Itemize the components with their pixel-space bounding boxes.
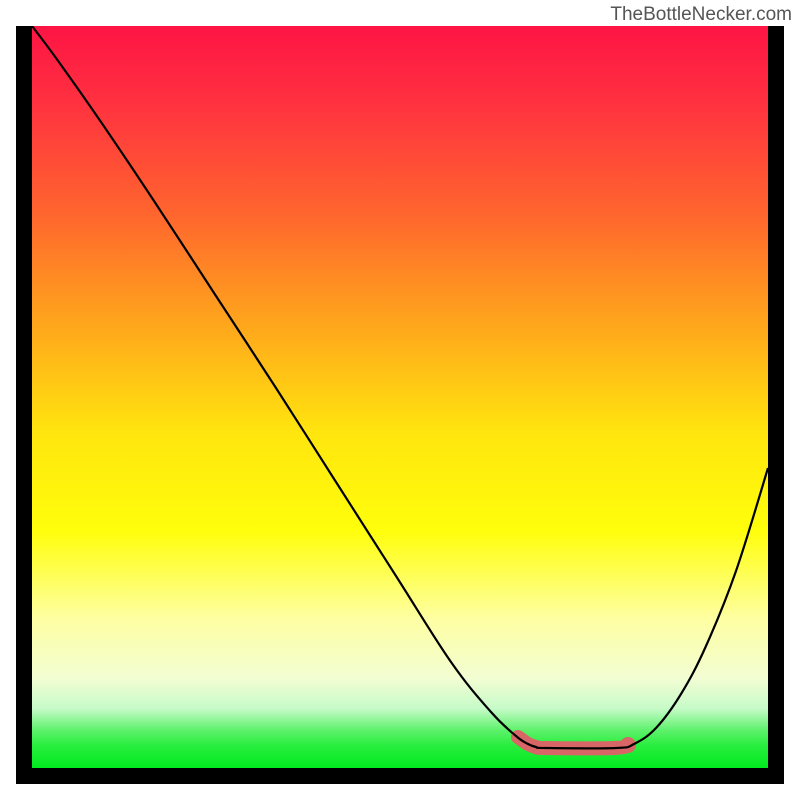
chart-gradient-background [32,26,768,768]
chart-bottom-frame [16,768,784,784]
bottleneck-chart-svg [16,26,784,784]
chart-left-frame [16,26,32,784]
watermark-text: TheBottleNecker.com [610,4,792,26]
chart-area [16,26,784,784]
chart-right-frame [768,26,784,784]
